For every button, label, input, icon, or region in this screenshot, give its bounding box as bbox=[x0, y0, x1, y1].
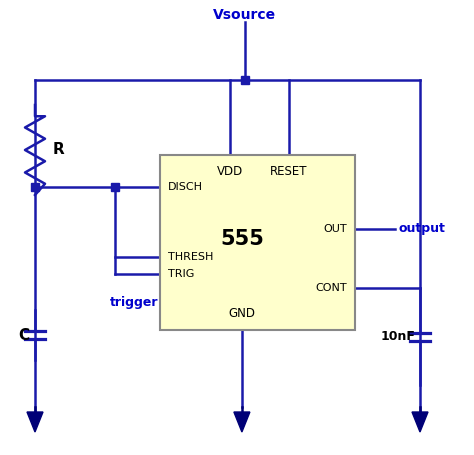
Polygon shape bbox=[412, 412, 428, 432]
Bar bbox=[160, 155, 355, 330]
Text: THRESH: THRESH bbox=[168, 252, 213, 262]
Text: C: C bbox=[18, 328, 29, 343]
Text: 10nF: 10nF bbox=[380, 330, 415, 343]
Text: trigger: trigger bbox=[110, 296, 158, 309]
Text: TRIG: TRIG bbox=[168, 269, 194, 279]
Text: DISCH: DISCH bbox=[168, 182, 203, 192]
Text: CONT: CONT bbox=[315, 283, 347, 293]
Text: R: R bbox=[53, 142, 65, 157]
Polygon shape bbox=[234, 412, 250, 432]
Text: RESET: RESET bbox=[270, 165, 308, 178]
Text: Vsource: Vsource bbox=[213, 8, 276, 22]
Text: 555: 555 bbox=[220, 229, 264, 249]
Text: OUT: OUT bbox=[323, 223, 347, 233]
Text: VDD: VDD bbox=[217, 165, 243, 178]
Polygon shape bbox=[27, 412, 43, 432]
Text: GND: GND bbox=[228, 307, 255, 320]
Text: output: output bbox=[399, 222, 446, 235]
